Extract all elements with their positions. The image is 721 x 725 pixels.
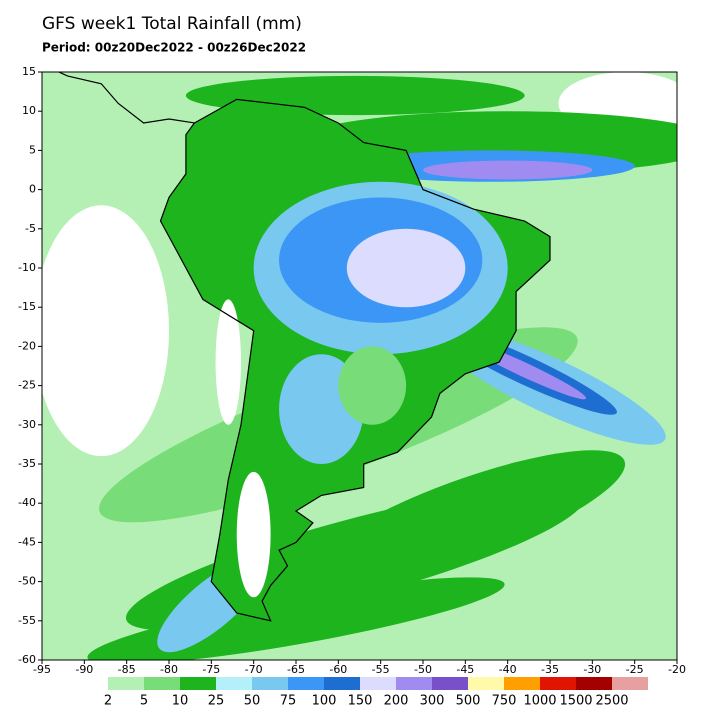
colorbar-box <box>396 677 432 690</box>
y-tick-label: -50 <box>18 575 36 588</box>
x-tick-label: -25 <box>626 663 644 676</box>
coastline <box>159 98 551 622</box>
rain-area <box>305 450 626 588</box>
y-tick-label: 0 <box>29 183 36 196</box>
colorbar-label: 5 <box>140 694 148 709</box>
colorbar-box <box>468 677 504 690</box>
y-tick-label: -40 <box>18 496 36 509</box>
y-tick-label: -5 <box>25 222 36 235</box>
colorbar-box <box>216 677 252 690</box>
y-tick-label: 15 <box>22 65 36 78</box>
map-title: GFS week1 Total Rainfall (mm) <box>42 14 302 34</box>
x-tick-label: -70 <box>245 663 263 676</box>
rain-area <box>346 228 466 308</box>
colorbar-box <box>432 677 468 690</box>
y-tick-label: -20 <box>18 339 36 352</box>
colorbar-label: 2500 <box>595 694 628 709</box>
x-tick-label: -40 <box>499 663 517 676</box>
y-tick-label: -25 <box>18 379 36 392</box>
y-tick-label: -30 <box>18 418 36 431</box>
x-tick-label: -50 <box>414 663 432 676</box>
colorbar-box <box>324 677 360 690</box>
x-tick-label: -65 <box>287 663 305 676</box>
colorbar-box <box>288 677 324 690</box>
y-tick-label: -55 <box>18 614 36 627</box>
colorbar-box <box>612 677 648 690</box>
y-tick-label: 10 <box>22 104 36 117</box>
colorbar-label: 75 <box>280 694 297 709</box>
x-tick-label: -85 <box>118 663 136 676</box>
colorbar-label: 750 <box>492 694 517 709</box>
colorbar-box <box>540 677 576 690</box>
x-tick-label: -90 <box>75 663 93 676</box>
rain-area <box>236 471 271 598</box>
colorbar-label: 1500 <box>559 694 592 709</box>
x-tick-label: -75 <box>202 663 220 676</box>
y-tick-label: -10 <box>18 261 36 274</box>
colorbar-box <box>180 677 216 690</box>
map-frame <box>41 71 678 661</box>
y-tick-label: -45 <box>18 535 36 548</box>
rainfall-field <box>42 72 677 660</box>
colorbar-box <box>504 677 540 690</box>
coastline <box>57 72 195 124</box>
x-tick-label: -55 <box>372 663 390 676</box>
map-subtitle: Period: 00z20Dec2022 - 00z26Dec2022 <box>42 41 306 55</box>
x-tick-label: -45 <box>456 663 474 676</box>
colorbar-label: 200 <box>384 694 409 709</box>
colorbar-label: 50 <box>244 694 261 709</box>
rain-area <box>215 299 241 425</box>
y-tick-label: -60 <box>18 653 36 666</box>
colorbar-label: 150 <box>348 694 373 709</box>
colorbar-box <box>360 677 396 690</box>
colorbar-box <box>576 677 612 690</box>
x-tick-label: -60 <box>329 663 347 676</box>
colorbar-label: 500 <box>456 694 481 709</box>
x-tick-label: -20 <box>668 663 686 676</box>
colorbar-label: 2 <box>104 694 112 709</box>
rain-area <box>422 160 593 180</box>
colorbar-box <box>144 677 180 690</box>
x-tick-label: -35 <box>541 663 559 676</box>
x-tick-label: -30 <box>583 663 601 676</box>
colorbar-label: 25 <box>208 694 225 709</box>
x-tick-label: -95 <box>33 663 51 676</box>
x-tick-label: -80 <box>160 663 178 676</box>
colorbar-label: 100 <box>312 694 337 709</box>
rain-area <box>42 205 170 457</box>
colorbar-label: 10 <box>172 694 189 709</box>
rain-area <box>338 346 407 425</box>
colorbar-box <box>252 677 288 690</box>
colorbar-box <box>108 677 144 690</box>
y-tick-label: -35 <box>18 457 36 470</box>
colorbar-label: 1000 <box>523 694 556 709</box>
y-tick-label: 5 <box>29 143 36 156</box>
colorbar-label: 300 <box>420 694 445 709</box>
y-tick-label: -15 <box>18 300 36 313</box>
